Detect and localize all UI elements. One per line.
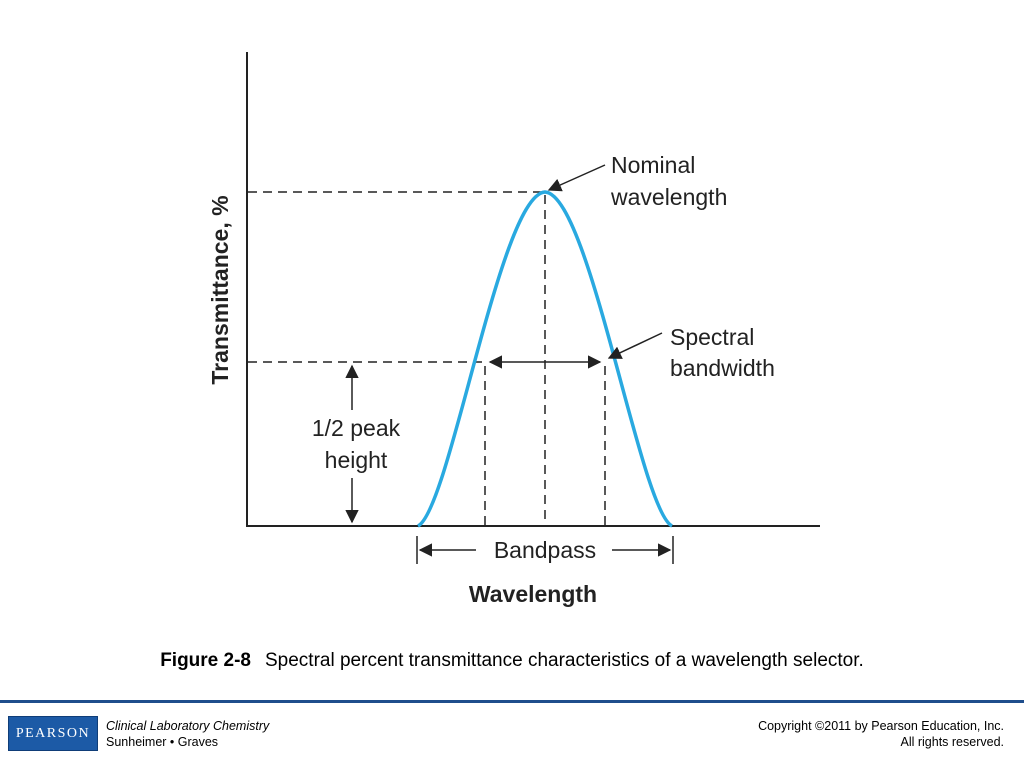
nominal-label-line1: Nominal [611,152,695,178]
copyright-line2: All rights reserved. [900,735,1004,749]
publisher-logo: PEARSON [8,716,98,751]
copyright-line1: Copyright ©2011 by Pearson Education, In… [758,719,1004,733]
nominal-label-line2: wavelength [610,184,727,210]
spectral-label-line1: Spectral [670,324,754,350]
half-peak-label-line1: 1/2 peak [312,415,401,441]
figure-caption: Figure 2-8 Spectral percent transmittance… [0,650,1024,672]
bandpass-label: Bandpass [494,537,596,563]
spectral-pointer-arrow [607,332,663,359]
book-title: Clinical Laboratory Chemistry [106,719,270,733]
spectral-label-line2: bandwidth [670,355,775,381]
logo-text: PEARSON [15,725,91,741]
y-axis-label: Transmittance, % [207,195,233,384]
copyright-notice: Copyright ©2011 by Pearson Education, In… [758,718,1004,750]
footer-divider [0,700,1024,703]
book-info: Clinical Laboratory Chemistry Sunheimer … [106,718,269,750]
figure-number: Figure 2-8 [160,650,251,671]
x-axis-label: Wavelength [469,581,597,607]
nominal-pointer-arrow [547,164,606,192]
bandpass-diagram: Transmittance, % Nominal wavelength Spec… [207,52,820,607]
caption-text: Spectral percent transmittance character… [265,650,864,671]
half-peak-label-line2: height [325,447,388,473]
book-authors: Sunheimer • Graves [106,735,219,749]
transmittance-curve [416,190,674,528]
